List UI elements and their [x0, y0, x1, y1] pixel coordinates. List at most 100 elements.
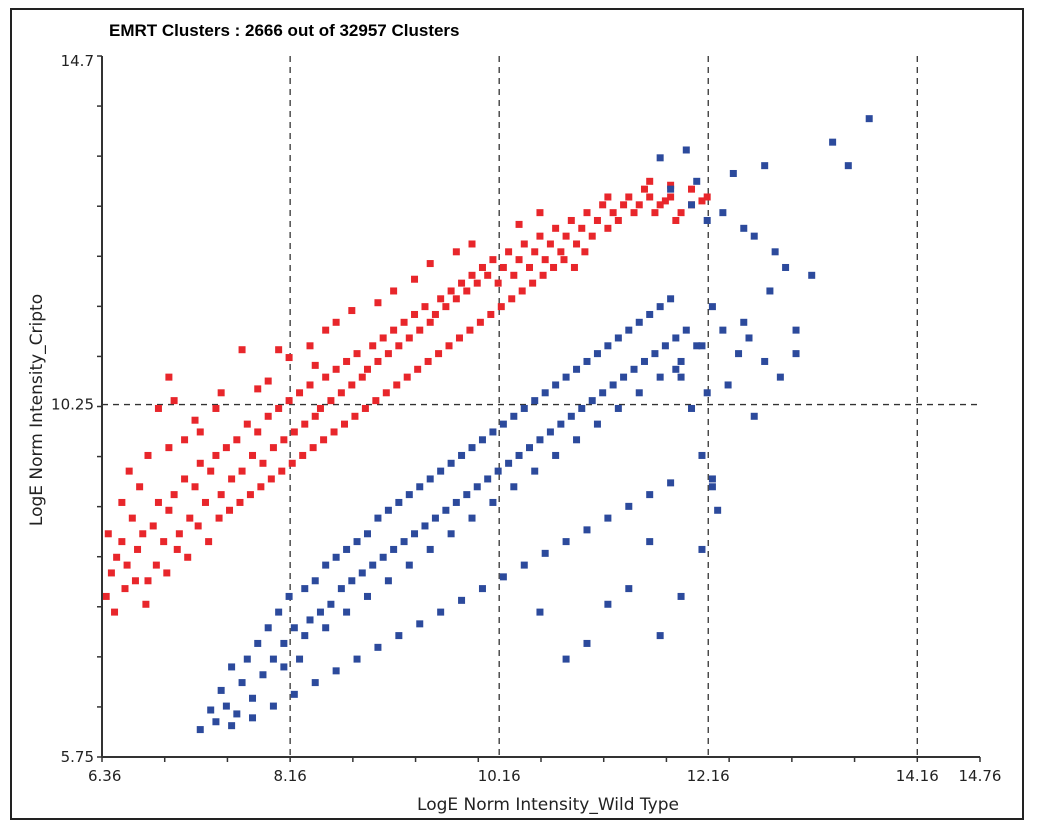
data-point-s1-141 — [719, 326, 727, 334]
data-point-s1-24 — [337, 585, 345, 593]
data-point-s1-114 — [562, 538, 570, 546]
data-point-s1-94 — [703, 389, 711, 397]
data-point-s0-88 — [567, 216, 575, 224]
data-point-s0-22 — [222, 444, 230, 452]
data-point-s0-179 — [468, 240, 476, 248]
data-point-s0-119 — [163, 569, 171, 577]
data-point-s1-74 — [599, 389, 607, 397]
data-point-s0-2 — [118, 538, 126, 546]
data-point-s0-155 — [539, 271, 547, 279]
data-point-s1-35 — [395, 498, 403, 506]
data-point-s1-6 — [243, 655, 251, 663]
data-point-s0-160 — [165, 373, 173, 381]
data-point-s0-107 — [667, 193, 675, 201]
data-point-s1-121 — [301, 632, 309, 640]
data-point-s0-162 — [191, 416, 199, 424]
data-point-s1-63 — [541, 389, 549, 397]
data-point-s1-101 — [290, 690, 298, 698]
data-point-s0-73 — [489, 256, 497, 264]
x-tick-label-2: 10.16 — [478, 767, 521, 785]
data-point-s0-74 — [494, 279, 502, 287]
data-point-s0-149 — [476, 318, 484, 326]
data-point-s0-143 — [414, 365, 422, 373]
data-point-s0-81 — [531, 248, 539, 256]
data-point-s0-46 — [348, 381, 356, 389]
data-point-s0-137 — [351, 412, 359, 420]
data-point-s1-129 — [468, 514, 476, 522]
data-point-s1-155 — [724, 381, 732, 389]
data-point-s0-45 — [343, 357, 351, 365]
data-point-s1-25 — [343, 545, 351, 553]
data-point-s1-125 — [384, 577, 392, 585]
data-point-s0-172 — [322, 326, 330, 334]
data-point-s0-68 — [463, 287, 471, 295]
data-point-s1-78 — [620, 373, 628, 381]
axes — [97, 55, 981, 762]
data-point-s1-42 — [431, 514, 439, 522]
data-point-s0-100 — [630, 209, 638, 217]
data-point-s0-1 — [113, 553, 121, 561]
data-point-s0-112 — [102, 592, 110, 600]
data-point-s1-39 — [416, 483, 424, 491]
data-point-s1-152 — [782, 263, 790, 271]
data-point-s0-0 — [107, 569, 115, 577]
data-point-s0-129 — [267, 475, 275, 483]
data-point-s0-89 — [573, 240, 581, 248]
data-point-s0-94 — [599, 201, 607, 209]
data-point-s1-37 — [405, 491, 413, 499]
data-point-s0-116 — [131, 577, 139, 585]
data-point-s0-38 — [306, 381, 314, 389]
data-point-s1-174 — [625, 585, 633, 593]
data-point-s1-72 — [588, 397, 596, 405]
data-point-s1-38 — [411, 530, 419, 538]
data-point-s1-108 — [437, 608, 445, 616]
data-point-s1-79 — [625, 326, 633, 334]
data-point-s0-187 — [275, 346, 283, 354]
data-point-s1-165 — [708, 475, 716, 483]
data-point-s1-29 — [363, 530, 371, 538]
chart-title: EMRT Clusters : 2666 out of 32957 Cluste… — [109, 21, 460, 40]
data-point-s1-168 — [677, 592, 685, 600]
data-point-s0-66 — [452, 295, 460, 303]
data-point-s0-90 — [578, 224, 586, 232]
data-point-s1-36 — [400, 538, 408, 546]
data-point-s1-106 — [395, 632, 403, 640]
data-point-s0-96 — [609, 209, 617, 217]
data-point-s1-14 — [285, 592, 293, 600]
data-point-s1-176 — [672, 365, 680, 373]
data-point-s0-189 — [374, 299, 382, 307]
data-point-s1-81 — [635, 318, 643, 326]
data-point-s0-192 — [144, 451, 152, 459]
data-point-s0-127 — [246, 491, 254, 499]
data-point-s0-156 — [550, 263, 558, 271]
tick-labels: 6.36 8.16 10.16 12.16 14.16 14.76 5.75 10.25 14.… — [51, 52, 1001, 785]
data-point-s1-84 — [651, 350, 659, 358]
data-point-s0-170 — [264, 377, 272, 385]
data-point-s0-132 — [299, 451, 307, 459]
x-tick-label-1: 8.16 — [273, 767, 306, 785]
data-point-s1-131 — [510, 483, 518, 491]
data-point-s0-115 — [121, 585, 129, 593]
data-point-s0-183 — [646, 177, 654, 185]
data-point-s1-132 — [531, 467, 539, 475]
data-point-s0-106 — [661, 197, 669, 205]
chart-frame: EMRT Clusters : 2666 out of 32957 Cluste… — [10, 8, 1024, 820]
data-point-s1-12 — [275, 608, 283, 616]
data-point-s1-56 — [505, 459, 513, 467]
data-point-s1-17 — [301, 585, 309, 593]
data-point-s1-148 — [740, 224, 748, 232]
data-point-s1-142 — [656, 154, 664, 162]
data-point-s0-120 — [173, 545, 181, 553]
data-point-s0-20 — [212, 451, 220, 459]
data-point-s1-87 — [667, 295, 675, 303]
data-point-s0-12 — [170, 491, 178, 499]
data-point-s1-32 — [379, 553, 387, 561]
data-point-s0-114 — [111, 608, 119, 616]
data-point-s1-181 — [693, 177, 701, 185]
data-point-s1-4 — [233, 710, 241, 718]
data-point-s1-52 — [484, 475, 492, 483]
data-point-s0-80 — [526, 263, 534, 271]
data-point-s0-152 — [508, 295, 516, 303]
data-point-s1-93 — [698, 451, 706, 459]
data-point-s1-2 — [222, 702, 230, 710]
